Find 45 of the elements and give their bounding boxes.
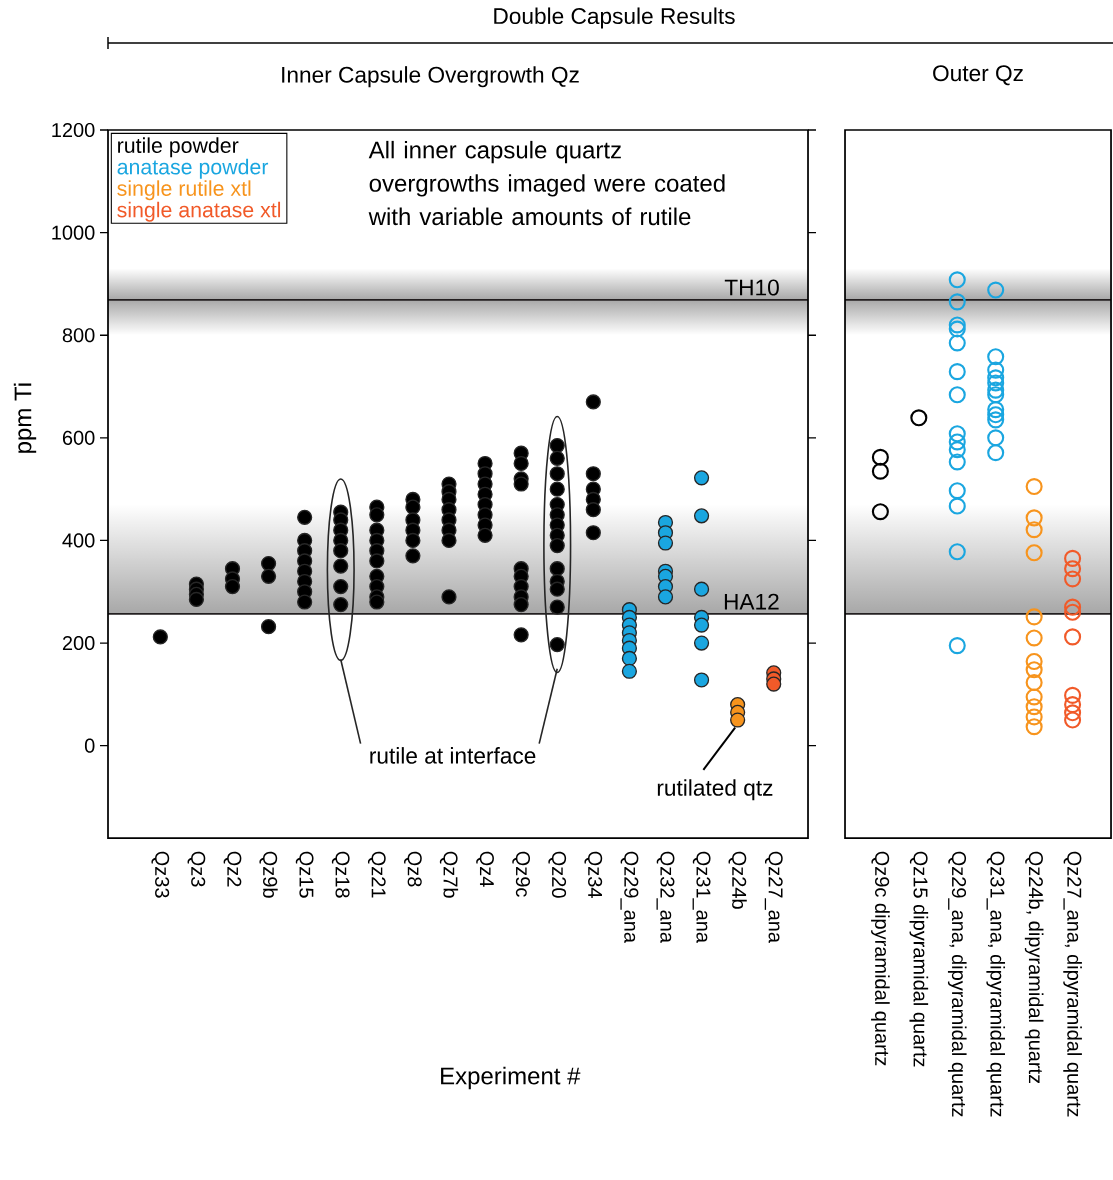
text: single anatase xtl bbox=[117, 201, 281, 222]
x-tick-label: Qz29_ana bbox=[620, 851, 639, 944]
x-tick-label: Qz27_ana, dipyramidal quartz bbox=[1063, 851, 1082, 1117]
x-tick-label: Qz20 bbox=[548, 851, 567, 898]
y-tick-label: 800 bbox=[62, 328, 95, 343]
chart-title: Outer Qz bbox=[933, 65, 1023, 86]
y-tick-label: 600 bbox=[62, 430, 95, 445]
x-tick-label: Qz32_ana bbox=[656, 851, 675, 944]
x-tick-label: Qz4 bbox=[476, 851, 494, 887]
x-tick-label: Qz24b bbox=[728, 851, 747, 909]
annotation: All inner capsule quartz overgrowths imaged were coated with variable amounts of rutile bbox=[368, 140, 725, 226]
chart-title: Double Capsule Results bbox=[494, 7, 735, 29]
x-tick-label: Qz9b bbox=[259, 851, 278, 898]
x-tick-label: Qz15 dipyramidal quartz bbox=[909, 851, 929, 1067]
annotation: rutilated qtz bbox=[657, 779, 773, 801]
x-tick-label: Qz33 bbox=[151, 851, 170, 898]
y-tick-label: 200 bbox=[62, 635, 95, 651]
legend-label: rutile powder bbox=[118, 137, 239, 158]
y-tick-label: 400 bbox=[62, 533, 95, 548]
x-tick-label: Qz18 bbox=[331, 851, 350, 898]
x-axis-title: Experiment # bbox=[441, 1066, 581, 1090]
x-tick-label: Qz7b bbox=[439, 851, 459, 898]
x-tick-label: Qz24b, dipyramidal quartz bbox=[1024, 851, 1044, 1084]
x-tick-label: Qz31_ana, dipyramidal quartz bbox=[986, 851, 1006, 1117]
chart-subtitle: Inner Capsule Overgrowth Qz bbox=[282, 66, 579, 88]
x-tick-label: Qz29_ana, dipyramidal quartz bbox=[947, 851, 967, 1117]
text: anatase powder bbox=[117, 158, 269, 179]
x-tick-label: Qz9c bbox=[512, 851, 531, 897]
y-tick-label: 1000 bbox=[52, 225, 95, 240]
x-tick-label: Qz27_ana bbox=[764, 851, 783, 944]
ref-line-label: TH10 bbox=[724, 279, 779, 296]
y-tick-label: 0 bbox=[84, 738, 95, 753]
x-tick-label: Qz8 bbox=[404, 851, 422, 887]
y-axis-title: ppm Ti bbox=[13, 383, 37, 453]
x-tick-label: Qz31_ana bbox=[692, 851, 711, 944]
x-tick-label: Qz2 bbox=[223, 851, 242, 887]
x-tick-label: Qz3 bbox=[187, 851, 206, 887]
x-tick-label: Qz9c dipyramidal quartz bbox=[871, 851, 890, 1066]
x-tick-label: Qz21 bbox=[367, 851, 386, 898]
ref-line-label: HA12 bbox=[724, 593, 779, 610]
y-tick-label: 1200 bbox=[52, 122, 95, 138]
annotation: rutile at interface bbox=[370, 747, 536, 764]
x-tick-label: Qz34 bbox=[584, 851, 603, 898]
x-tick-label: Qz15 bbox=[295, 851, 314, 898]
text: single rutile xtl bbox=[117, 180, 251, 201]
